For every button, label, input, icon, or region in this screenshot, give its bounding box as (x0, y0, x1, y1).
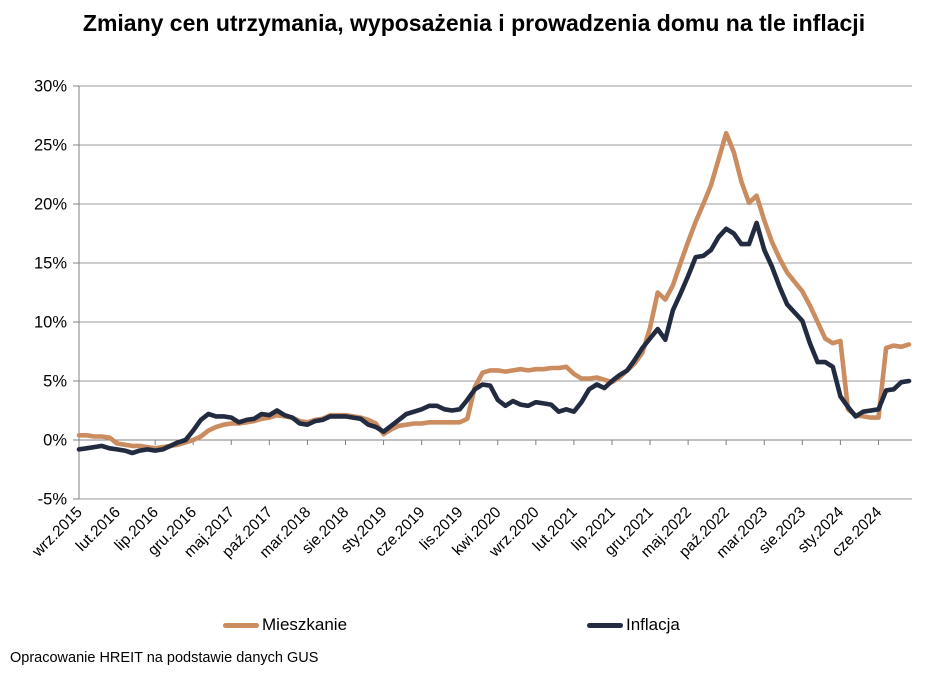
series-line-inflacja (76, 220, 912, 456)
y-tick-label: 10% (34, 314, 67, 332)
mieszkanie-line-swatch (223, 622, 259, 628)
y-tick-label: 30% (34, 78, 67, 96)
y-tick-label: 25% (34, 137, 67, 155)
series-line-mieszkanie (76, 130, 912, 451)
y-tick-label: 15% (34, 255, 67, 273)
chart-title: Zmiany cen utrzymania, wyposażenia i pro… (82, 10, 866, 36)
x-tick-label: wrz.2015 (29, 504, 86, 561)
y-tick-label: 5% (43, 373, 67, 391)
source-note: Opracowanie HREIT na podstawie danych GU… (10, 650, 319, 666)
y-tick-label: 0% (43, 432, 67, 450)
legend-label-inflacja: Inflacja (626, 615, 680, 634)
inflacja-line-swatch (587, 622, 623, 628)
y-tick-label: -5% (38, 491, 68, 509)
legend-item-inflacja: Inflacja (587, 615, 680, 635)
y-tick-label: 20% (34, 196, 67, 214)
legend-item-mieszkanie: Mieszkanie (223, 615, 347, 635)
legend: Mieszkanie Inflacja (0, 615, 948, 639)
legend-label-mieszkanie: Mieszkanie (262, 615, 348, 634)
